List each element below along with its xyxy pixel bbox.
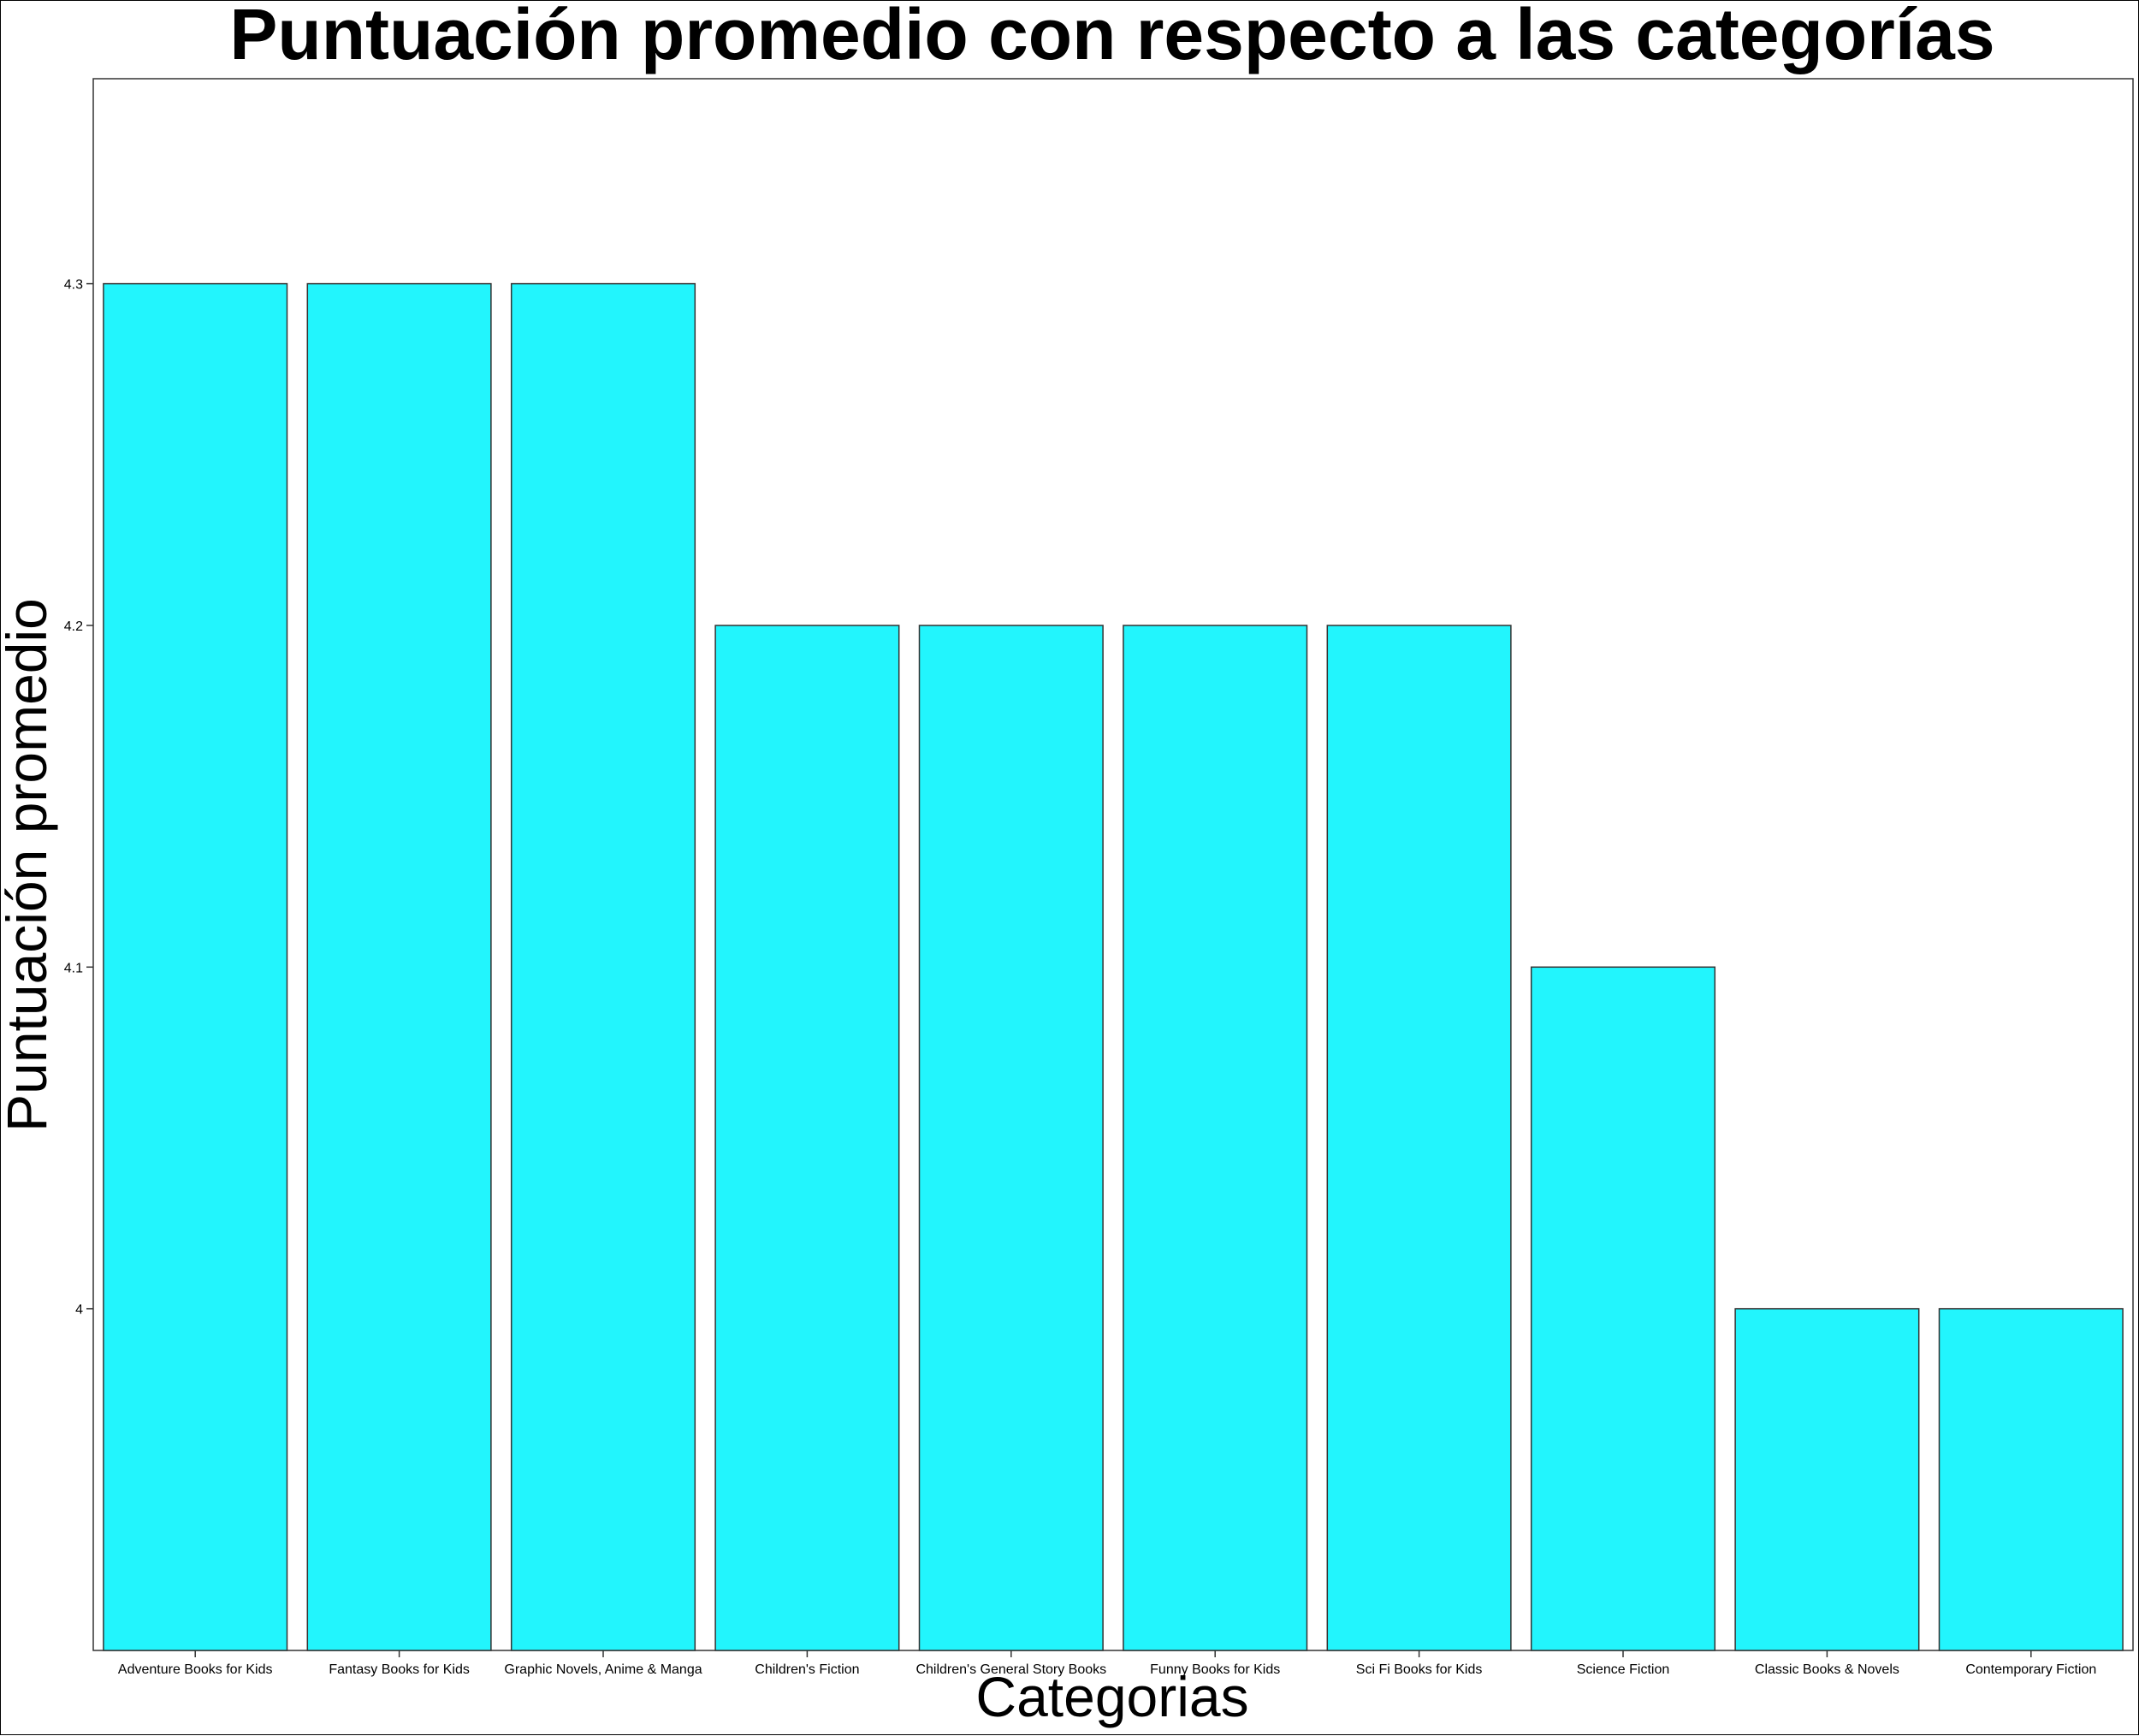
x-tick-label: Science Fiction [1577,1662,1670,1677]
x-axis: Adventure Books for Kids Fantasy Books fo… [118,1650,2096,1677]
bar [1938,1307,2124,1651]
bar [103,282,288,1651]
x-tick-label: Graphic Novels, Anime & Manga [504,1662,702,1677]
bar [1123,625,1308,1651]
bar [918,625,1104,1651]
y-tick-label: 4 [75,1303,83,1318]
x-tick-label: Fantasy Books for Kids [329,1662,470,1677]
y-axis-title: Puntuación promedio [1,598,58,1132]
y-axis: 4 4.1 4.2 4.3 [64,278,93,1318]
x-tick-label: Classic Books & Novels [1755,1662,1899,1677]
x-tick-label: Sci Fi Books for Kids [1356,1662,1483,1677]
bar [1530,966,1716,1651]
y-tick-label: 4.1 [64,961,83,975]
bar [1734,1307,1920,1651]
bar [510,282,696,1651]
y-tick-label: 4.3 [64,278,83,293]
y-tick-label: 4.2 [64,619,83,634]
x-tick-label: Children's Fiction [755,1662,859,1677]
bar [306,282,492,1651]
x-axis-title: Categorias [975,1665,1248,1728]
x-tick-label: Contemporary Fiction [1965,1662,2096,1677]
x-tick-label: Adventure Books for Kids [118,1662,273,1677]
bar [714,625,900,1651]
bars-layer [103,282,2124,1651]
x-tick-label: Children's General Story Books [915,1662,1106,1677]
plot-area-border [92,78,2134,1651]
x-tick-label: Funny Books for Kids [1150,1662,1280,1677]
bar [1326,625,1512,1651]
chart-title: Puntuación promedio con respecto a las c… [229,1,1994,74]
